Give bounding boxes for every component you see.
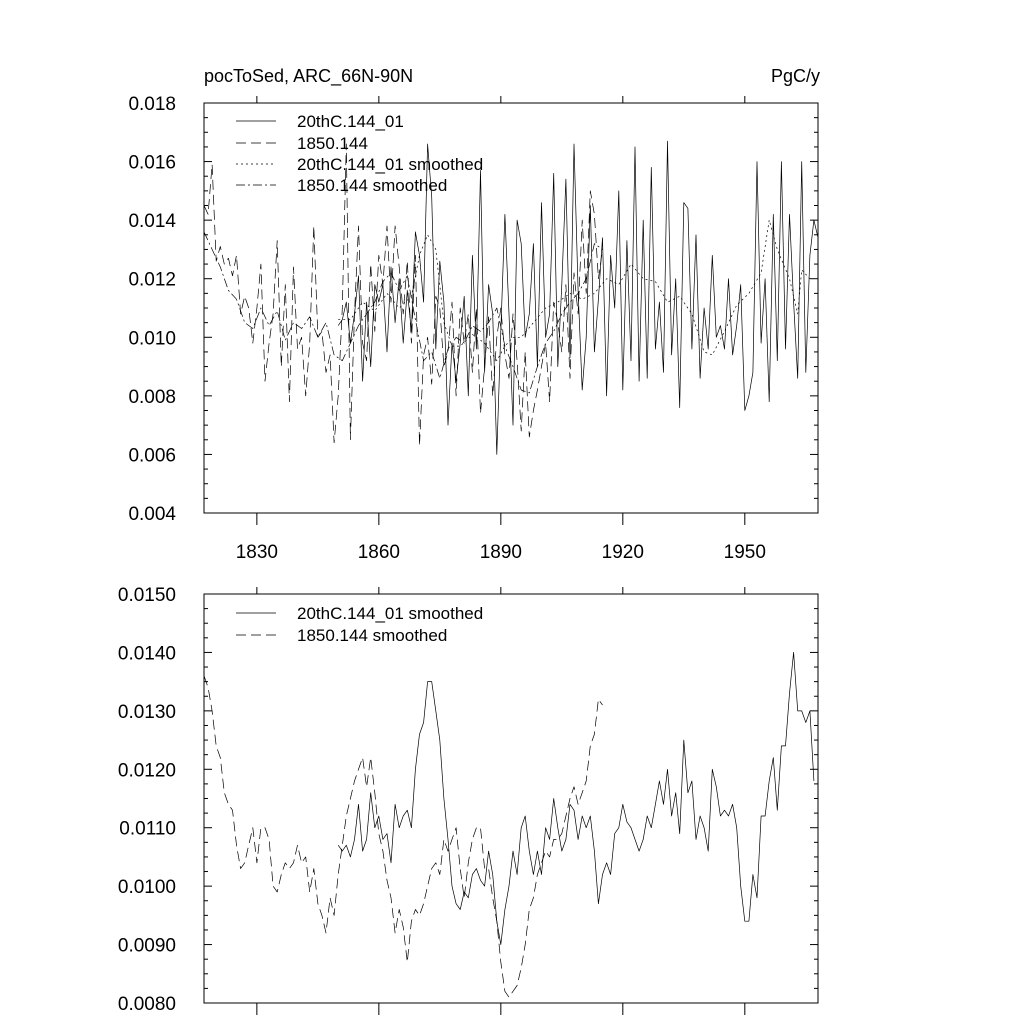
bottom-series-line-2 [203, 675, 603, 998]
bottom-y-tick-label: 0.0150 [118, 585, 176, 606]
legend-label-20thc: 20thC.144_01 [297, 112, 404, 131]
top-series-line-1 [337, 140, 819, 455]
top-chart-title: pocToSed, ARC_66N-90N [204, 66, 413, 87]
legend-label-1850-smoothed-bottom: 1850.144 smoothed [297, 626, 447, 645]
bottom-series-line-1 [337, 652, 815, 945]
bottom-y-tick-label: 0.0130 [118, 702, 176, 723]
top-y-tick-label: 0.014 [128, 211, 176, 232]
legend-label-1850-smoothed: 1850.144 smoothed [297, 176, 447, 195]
bottom-chart: 0.0080 0.0090 0.0100 0.0110 0.0120 0.0130 0.01… [118, 585, 819, 1015]
top-x-tick-label: 1890 [480, 542, 522, 563]
top-series-line-4 [203, 231, 603, 394]
bottom-legend: 20thC.144_01 smoothed 1850.144 smoothed [236, 604, 483, 645]
bottom-series-group [203, 652, 815, 998]
top-y-tick-label: 0.008 [128, 387, 176, 408]
legend-label-1850: 1850.144 [297, 134, 368, 153]
top-y-tick-label: 0.004 [128, 504, 176, 525]
top-y-tick-label: 0.016 [128, 153, 176, 174]
legend-label-20thc-smoothed-bottom: 20thC.144_01 smoothed [297, 604, 483, 623]
legend-label-20thc-smoothed: 20thC.144_01 smoothed [297, 155, 483, 174]
top-x-tick-label: 1830 [236, 542, 278, 563]
bottom-axis-ticks: 0.0080 0.0090 0.0100 0.0110 0.0120 0.0130 0.01… [118, 585, 818, 1015]
top-axis-ticks: 0.004 0.006 0.008 0.010 0.012 0.014 0.016 0.018… [128, 94, 818, 563]
top-x-tick-label: 1860 [358, 542, 400, 563]
top-y-tick-label: 0.006 [128, 445, 176, 466]
bottom-y-tick-label: 0.0110 [119, 819, 176, 840]
top-chart: pocToSed, ARC_66N-90N PgC/y 0.0040.0060.… [128, 66, 820, 563]
top-series-line-2 [203, 143, 603, 446]
top-legend: 20thC.144_01 1850.144 20thC.144_01 smoot… [236, 112, 483, 195]
bottom-plot-frame [203, 593, 819, 1004]
top-x-tick-label: 1950 [724, 542, 766, 563]
top-y-tick-label: 0.012 [128, 270, 176, 291]
top-series-line-3 [338, 219, 811, 362]
top-chart-units: PgC/y [771, 66, 820, 86]
top-y-tick-label: 0.018 [128, 94, 176, 115]
top-series-group [203, 140, 819, 455]
bottom-y-tick-label: 0.0080 [118, 994, 176, 1015]
bottom-y-tick-label: 0.0090 [118, 936, 176, 957]
top-y-tick-label: 0.010 [128, 328, 176, 349]
bottom-y-tick-label: 0.0100 [118, 877, 176, 898]
top-plot-frame [203, 102, 819, 514]
top-x-tick-label: 1920 [602, 542, 644, 563]
bottom-y-tick-label: 0.0140 [118, 643, 176, 664]
bottom-y-tick-label: 0.0120 [118, 760, 176, 781]
